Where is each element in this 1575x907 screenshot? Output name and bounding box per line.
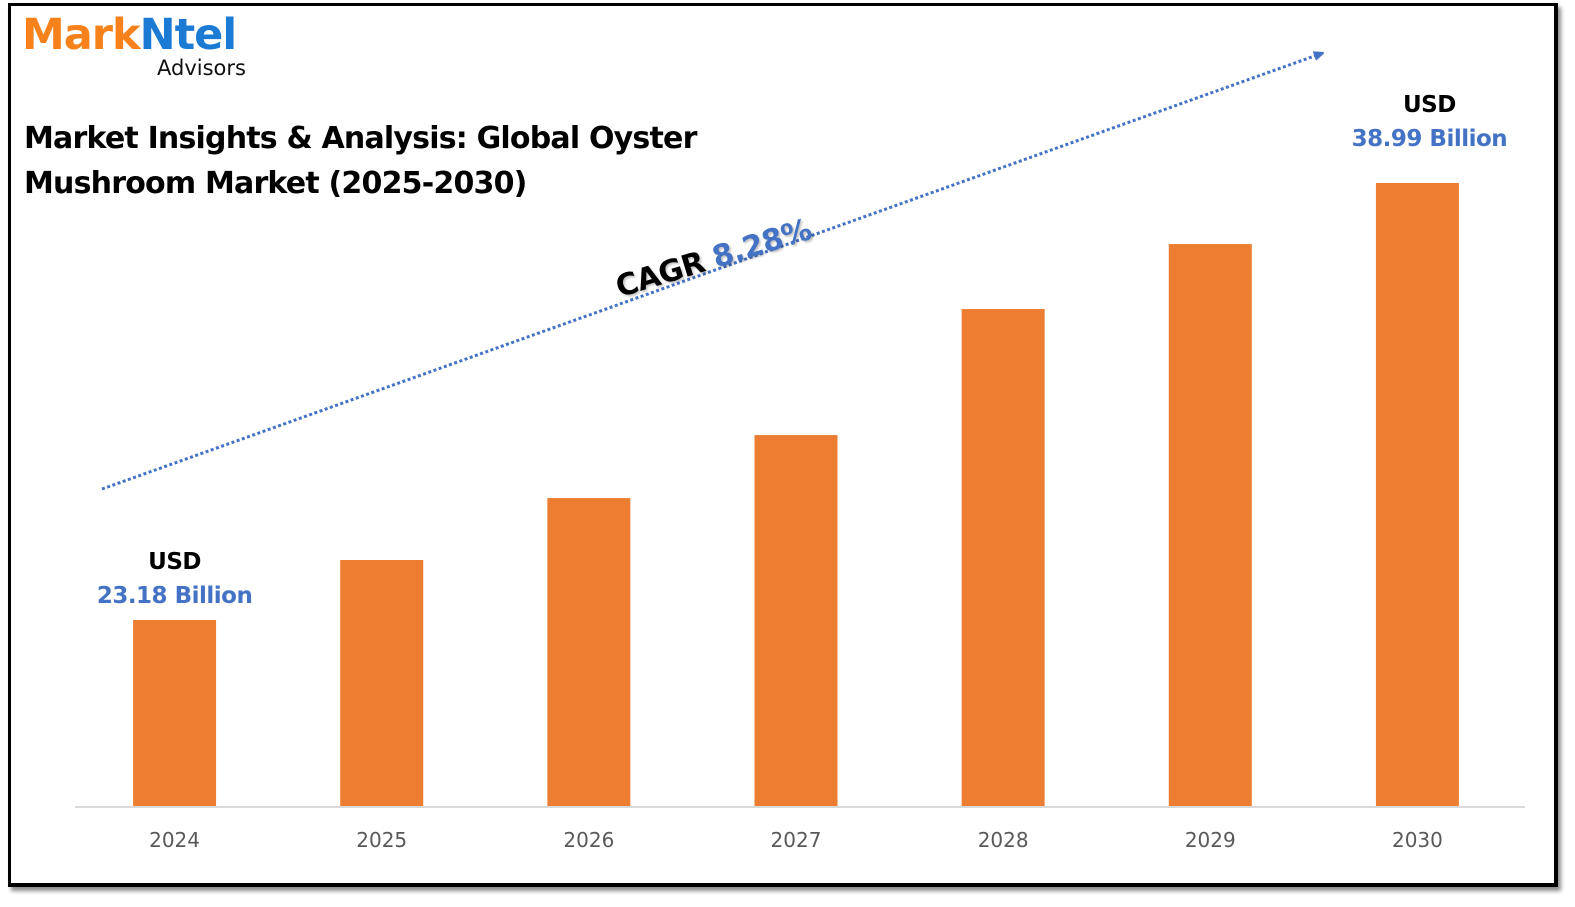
bar-2028: [961, 309, 1045, 806]
x-tick-label: 2029: [1185, 828, 1236, 852]
x-tick-label: 2030: [1392, 828, 1443, 852]
chart-title-line-2: Mushroom Market (2025-2030): [24, 166, 527, 201]
x-tick-labels: 2024 2025 2026 2027 2028 2029 2030: [149, 828, 1443, 852]
logo-mark-text: Mark: [22, 10, 141, 60]
logo: MarkNtel Advisors: [22, 10, 246, 80]
x-tick-label: 2025: [356, 828, 407, 852]
bar-2024: [133, 619, 217, 806]
x-tick-label: 2024: [149, 828, 200, 852]
logo-wordmark: MarkNtel: [22, 10, 237, 60]
x-tick-label: 2027: [771, 828, 822, 852]
bar-2027: [754, 435, 838, 806]
trend-line: [101, 54, 1320, 491]
logo-ntel-text: Ntel: [139, 10, 237, 60]
start-value-annotation: USD 23.18 Billion: [75, 545, 275, 613]
bar-2029: [1168, 244, 1252, 806]
chart-title: Market Insights & Analysis: Global Oyste…: [24, 116, 697, 206]
x-tick-label: 2028: [978, 828, 1029, 852]
end-value-annotation: USD 38.99 Billion: [1329, 88, 1529, 156]
trend-arrow: [101, 54, 1320, 491]
start-currency: USD: [148, 548, 201, 575]
end-value: 38.99 Billion: [1351, 125, 1508, 152]
x-tick-label: 2026: [563, 828, 614, 852]
bars-group: [133, 182, 1459, 807]
logo-subtitle: Advisors: [157, 56, 246, 80]
end-currency: USD: [1403, 91, 1456, 118]
start-value: 23.18 Billion: [96, 582, 253, 609]
bar-2025: [340, 560, 424, 806]
chart-title-line-1: Market Insights & Analysis: Global Oyste…: [24, 121, 697, 156]
bar-2030: [1375, 182, 1459, 807]
bar-2026: [547, 498, 631, 806]
